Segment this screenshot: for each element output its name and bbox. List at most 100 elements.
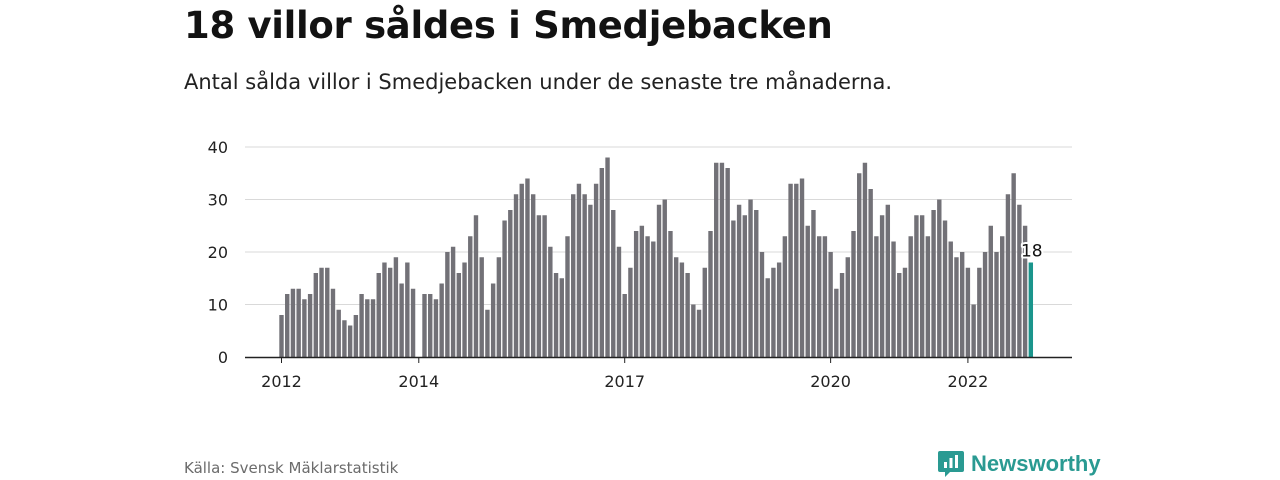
bar xyxy=(302,299,307,357)
bar xyxy=(599,168,605,357)
bar xyxy=(696,309,702,357)
bar xyxy=(668,231,673,357)
bar xyxy=(954,257,959,357)
bar xyxy=(428,294,433,357)
bar xyxy=(834,288,839,357)
bar xyxy=(685,273,690,357)
bar xyxy=(542,215,547,357)
x-tick-label: 2022 xyxy=(948,372,989,391)
bar xyxy=(336,309,341,357)
data-label-latest: 18 xyxy=(1021,242,1043,262)
x-tick-label: 2017 xyxy=(604,372,645,391)
bar xyxy=(994,252,999,357)
brand-logo: Newsworthy xyxy=(937,449,1101,479)
bar xyxy=(347,325,353,357)
chart-subtitle: Antal sålda villor i Smedjebacken under … xyxy=(184,70,893,94)
bar xyxy=(719,162,725,357)
bar xyxy=(982,252,988,357)
bar xyxy=(679,262,685,357)
bar xyxy=(439,283,444,357)
bar-latest xyxy=(1028,262,1034,357)
bar xyxy=(359,294,364,357)
bar xyxy=(387,267,393,357)
bar xyxy=(490,283,496,357)
bar xyxy=(382,262,387,357)
bar xyxy=(959,252,965,357)
bar xyxy=(988,225,993,357)
bar xyxy=(628,267,633,357)
bar xyxy=(307,294,313,357)
bar xyxy=(285,294,290,357)
bar xyxy=(296,288,301,357)
y-tick-label: 0 xyxy=(218,348,228,367)
bar xyxy=(525,178,530,357)
bar xyxy=(279,315,284,357)
bar xyxy=(342,320,347,357)
bar xyxy=(742,215,748,357)
bar xyxy=(639,225,645,357)
bar xyxy=(811,210,816,357)
bar xyxy=(325,267,330,357)
bar xyxy=(714,162,719,357)
bar xyxy=(977,267,982,357)
bar xyxy=(897,273,902,357)
bar xyxy=(399,283,404,357)
bar xyxy=(971,304,976,357)
bar xyxy=(708,231,713,357)
bar xyxy=(422,294,427,357)
y-tick-label: 30 xyxy=(208,191,228,210)
bar xyxy=(1000,236,1005,357)
bar xyxy=(868,189,873,357)
bar xyxy=(908,236,913,357)
source-note: Källa: Svensk Mäklarstatistik xyxy=(184,459,399,477)
bar xyxy=(605,157,610,357)
bar xyxy=(611,210,616,357)
bar xyxy=(651,241,656,357)
bar xyxy=(593,183,599,357)
bar xyxy=(805,225,810,357)
bar xyxy=(891,241,896,357)
bar xyxy=(754,210,759,357)
bar xyxy=(851,231,856,357)
bar xyxy=(479,257,484,357)
bar xyxy=(782,236,788,357)
bar xyxy=(902,267,908,357)
bar xyxy=(828,252,833,357)
bar xyxy=(862,162,868,357)
bar xyxy=(365,299,370,357)
bar xyxy=(925,236,931,357)
newsworthy-logo-icon xyxy=(938,451,964,477)
bar xyxy=(857,173,862,357)
bar xyxy=(771,267,776,357)
bar xyxy=(816,236,822,357)
bar xyxy=(462,262,467,357)
bar xyxy=(736,204,742,357)
bar xyxy=(759,252,765,357)
bar xyxy=(519,183,524,357)
bar xyxy=(571,194,576,357)
bar xyxy=(445,252,450,357)
bar xyxy=(313,273,319,357)
chart-title: 18 villor såldes i Smedjebacken xyxy=(184,4,833,47)
bar xyxy=(393,257,399,357)
bar xyxy=(622,294,627,357)
bar xyxy=(794,183,799,357)
bar xyxy=(673,257,679,357)
bar xyxy=(405,262,410,357)
bar xyxy=(496,257,502,357)
bar xyxy=(1005,194,1011,357)
bar xyxy=(513,194,519,357)
x-tick-label: 2012 xyxy=(261,372,302,391)
bar xyxy=(731,220,736,357)
bar xyxy=(702,267,707,357)
bar xyxy=(656,204,662,357)
bar xyxy=(845,257,850,357)
x-tick-label: 2020 xyxy=(810,372,851,391)
bar xyxy=(559,278,564,357)
bar xyxy=(1022,225,1028,357)
bar xyxy=(1017,204,1022,357)
bar xyxy=(485,309,490,357)
bar xyxy=(839,273,845,357)
bar xyxy=(530,194,536,357)
bar xyxy=(914,215,919,357)
